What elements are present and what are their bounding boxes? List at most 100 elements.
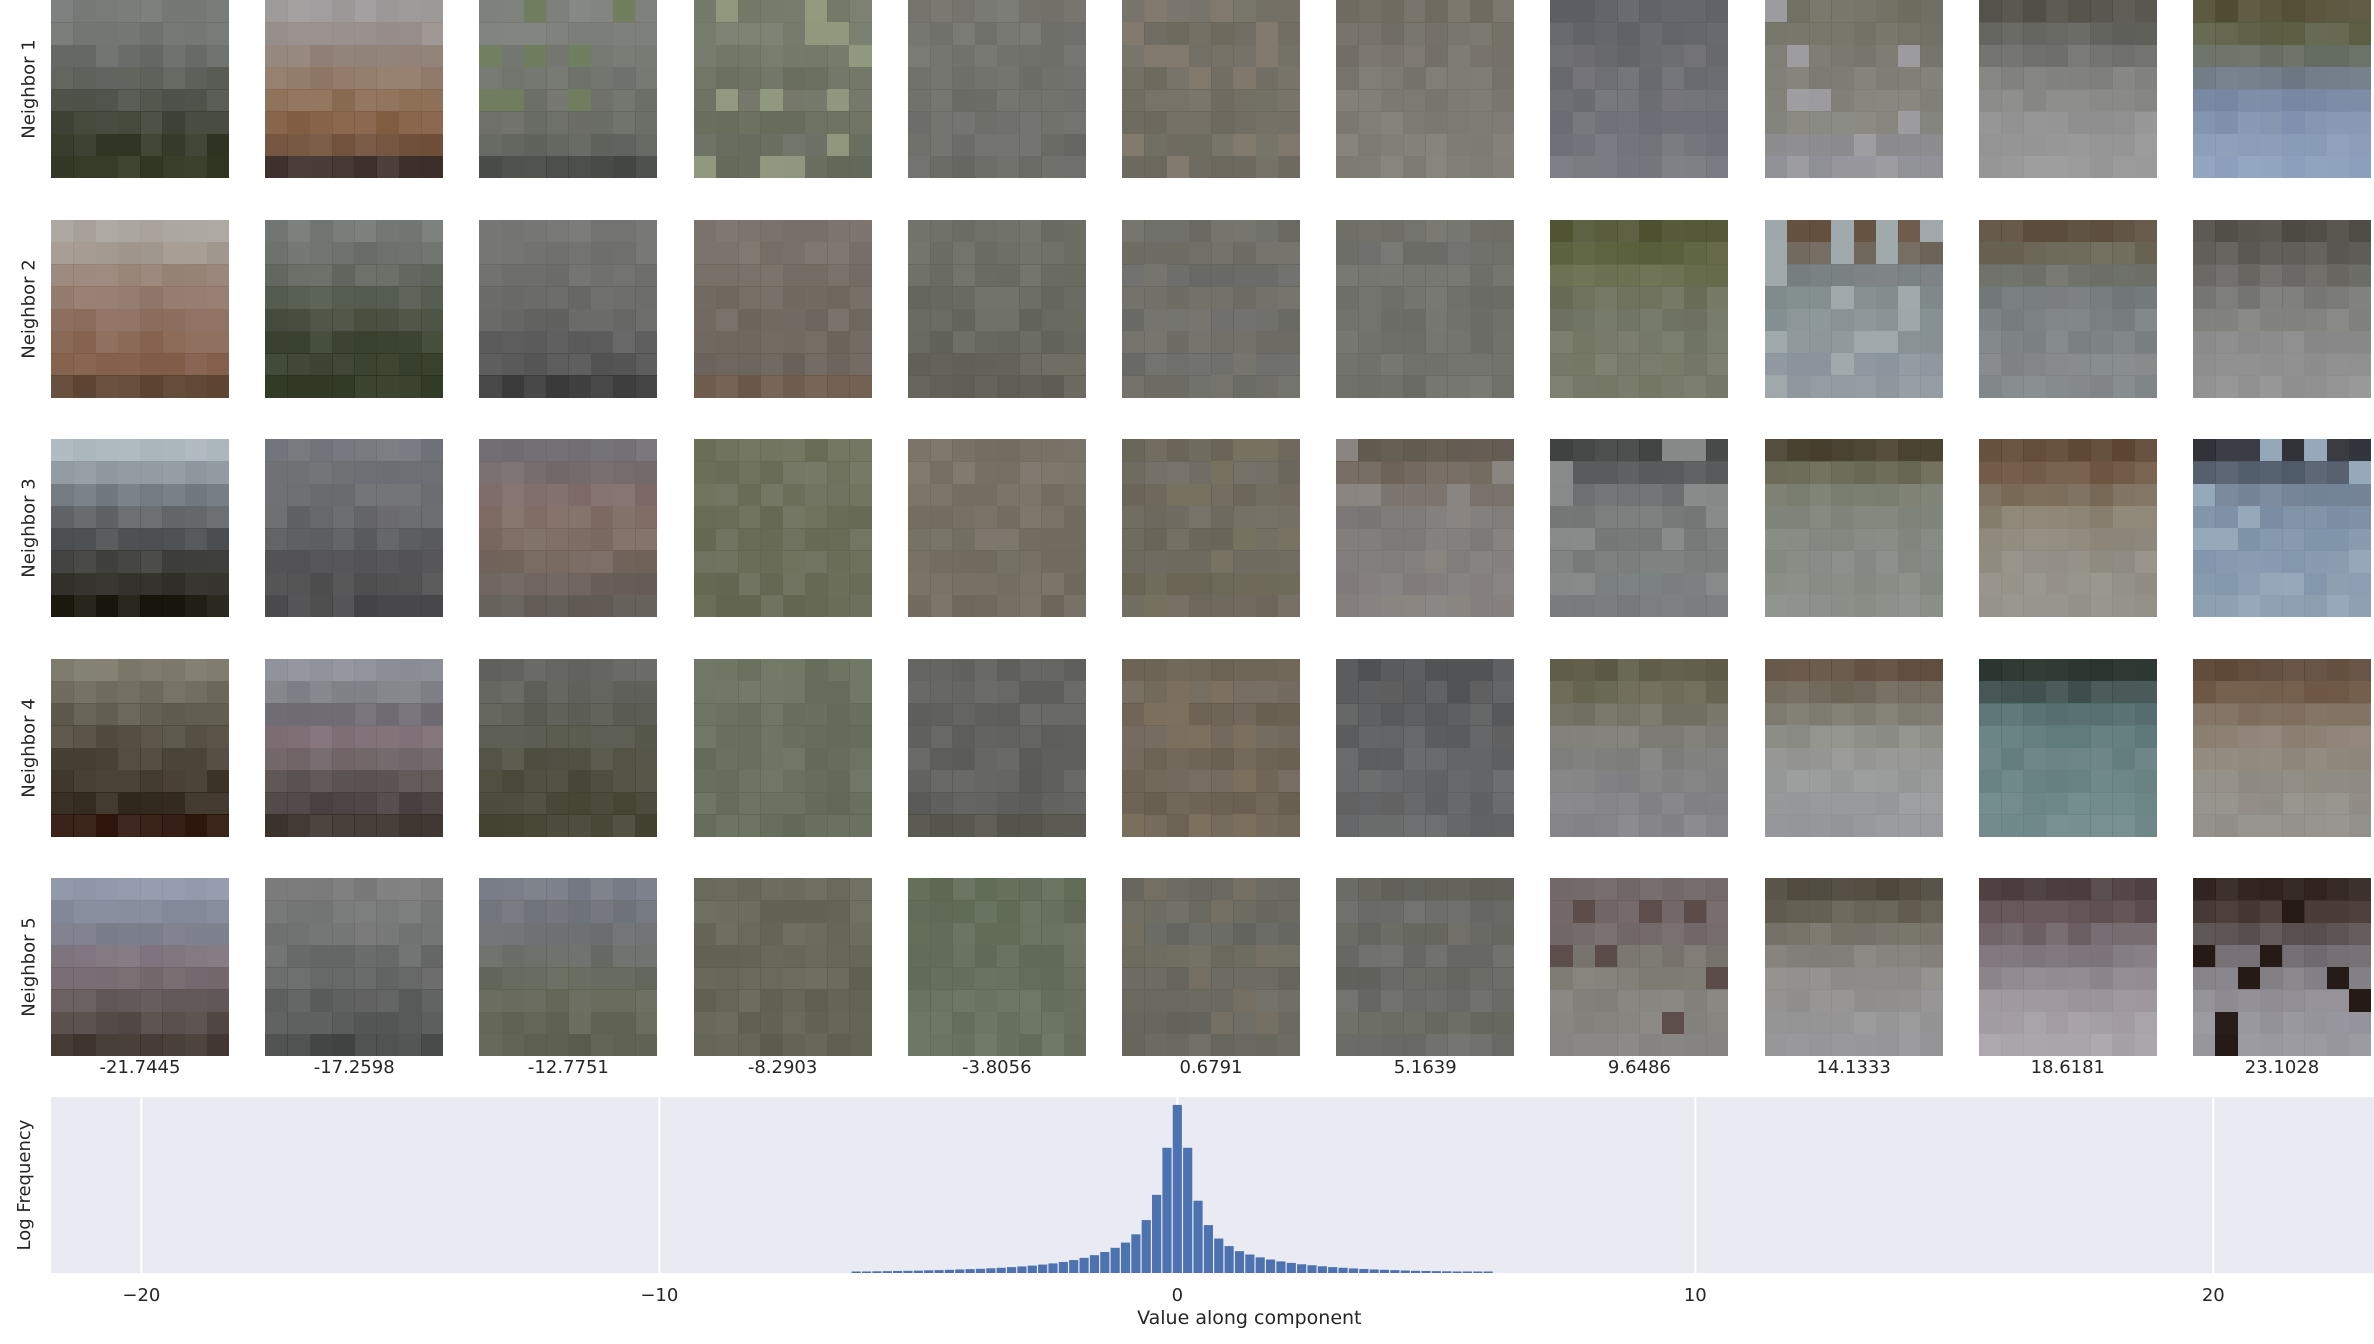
histogram-bar (1421, 1270, 1431, 1273)
neighbor-3-patch-4 (693, 439, 872, 617)
neighbor-4-patch-11 (2193, 658, 2371, 837)
neighbor-3-patch-8 (1550, 439, 1729, 617)
histogram-bar (1038, 1264, 1048, 1273)
neighbor-1-patch-1 (51, 0, 229, 178)
histogram-bar (934, 1270, 944, 1273)
neighbor-2-patch-11 (2193, 219, 2371, 398)
histogram-bar (1452, 1271, 1462, 1273)
neighbor-2-patch-2 (265, 219, 444, 398)
column-value-11: 23.1028 (2244, 1057, 2320, 1078)
column-value-7: 5.1639 (1393, 1057, 1457, 1078)
histogram-bar (1234, 1251, 1245, 1273)
column-value-8: 9.6486 (1607, 1057, 1671, 1078)
histogram-bar (1442, 1271, 1452, 1273)
histogram-bar (1162, 1147, 1172, 1273)
histogram-bar (1110, 1247, 1120, 1273)
histogram-bar (913, 1270, 923, 1273)
histogram-bar (944, 1269, 954, 1273)
histogram-bar (1203, 1225, 1213, 1273)
neighbor-1-patch-8 (1550, 0, 1729, 178)
neighbor-1-patch-5 (907, 0, 1086, 178)
column-value-5: -3.8056 (962, 1057, 1032, 1078)
histogram-bar (1400, 1270, 1410, 1273)
histogram-bar (1100, 1251, 1110, 1273)
column-value-6: 0.6791 (1179, 1057, 1243, 1078)
histogram-bar (1079, 1257, 1089, 1273)
neighbor-5-patch-11 (2193, 878, 2371, 1056)
x-axis-label: Value along component (1137, 1307, 1361, 1329)
x-tick-label: 20 (2202, 1285, 2225, 1306)
neighbor-3-patch-10 (1978, 439, 2157, 617)
histogram-bar (1297, 1264, 1307, 1273)
x-tick-label: 10 (1684, 1285, 1707, 1306)
x-tick-label: −20 (122, 1285, 160, 1306)
histogram-bar (1338, 1267, 1348, 1273)
histogram-bar (1006, 1267, 1017, 1273)
neighbor-1-patch-10 (1978, 0, 2157, 178)
neighbor-1-patch-6 (1122, 0, 1300, 178)
histogram-bar (1483, 1271, 1493, 1273)
neighbor-4-patch-2 (265, 658, 444, 837)
histogram-bar (903, 1270, 913, 1273)
histogram-bar (1276, 1261, 1286, 1273)
histogram-bar (1141, 1220, 1151, 1273)
histogram-bar (1214, 1238, 1224, 1273)
neighbor-2-patch-7 (1336, 219, 1515, 398)
histogram-bar (996, 1267, 1006, 1273)
histogram-bar (1255, 1257, 1265, 1273)
neighbor-3-patch-6 (1122, 439, 1300, 617)
histogram-bar (975, 1268, 986, 1273)
histogram-bar (851, 1271, 861, 1273)
histogram-bar (1431, 1271, 1441, 1273)
neighbor-5-patch-6 (1122, 878, 1300, 1056)
histogram-bar (1027, 1265, 1037, 1273)
histogram-bar (1462, 1271, 1472, 1273)
column-value-1: -21.7445 (99, 1057, 181, 1078)
neighbor-5-patch-9 (1764, 878, 1943, 1056)
neighbor-4-patch-3 (479, 658, 658, 837)
neighbor-3-patch-2 (265, 439, 444, 617)
column-value-4: -8.2903 (747, 1057, 818, 1078)
neighbor-1-patch-3 (479, 0, 658, 178)
neighbor-4-patch-5 (907, 658, 1086, 837)
histogram-bar (1265, 1259, 1276, 1273)
histogram-bar (1183, 1147, 1193, 1273)
histogram-bar (1089, 1255, 1100, 1273)
neighbor-2-patch-1 (51, 219, 229, 398)
neighbor-5-patch-1 (51, 878, 229, 1056)
neighbor-1-patch-4 (693, 0, 872, 178)
neighbor-5-patch-8 (1550, 878, 1729, 1056)
histogram-bar (882, 1271, 892, 1273)
neighbor-4-patch-9 (1764, 658, 1943, 837)
neighbor-4-patch-7 (1336, 658, 1515, 837)
neighbor-2-patch-9 (1764, 219, 1943, 398)
neighbor-3-patch-1 (51, 439, 229, 617)
neighbor-4-patch-10 (1978, 658, 2157, 837)
neighbor-5-patch-10 (1978, 878, 2157, 1056)
histogram-bar (1058, 1261, 1068, 1273)
neighbor-2-patch-6 (1122, 219, 1300, 398)
neighbor-5-patch-4 (693, 878, 872, 1056)
histogram-bar (1348, 1268, 1359, 1273)
histogram-bar (1307, 1265, 1317, 1273)
column-value-10: 18.6181 (2030, 1057, 2106, 1078)
neighbor-2-patch-5 (907, 219, 1086, 398)
neighbor-3-patch-9 (1764, 439, 1943, 617)
histogram-bar (1017, 1266, 1027, 1273)
neighbor-5-patch-2 (265, 878, 444, 1056)
histogram-bar (1172, 1104, 1182, 1273)
histogram-bar (1317, 1266, 1327, 1273)
histogram-bar (1369, 1269, 1379, 1273)
column-value-3: -12.7751 (527, 1057, 609, 1078)
neighbor-5-patch-3 (479, 878, 658, 1056)
x-tick-label: 0 (1172, 1285, 1183, 1306)
neighbor-3-patch-11 (2193, 439, 2371, 617)
histogram-bar (1328, 1267, 1338, 1273)
neighbor-1-patch-9 (1764, 0, 1943, 178)
histogram-bar (1069, 1260, 1079, 1273)
histogram-bar (1411, 1270, 1421, 1273)
histogram-bar (1224, 1246, 1234, 1273)
neighbor-3-patch-7 (1336, 439, 1515, 617)
column-value-2: -17.2598 (313, 1057, 395, 1078)
